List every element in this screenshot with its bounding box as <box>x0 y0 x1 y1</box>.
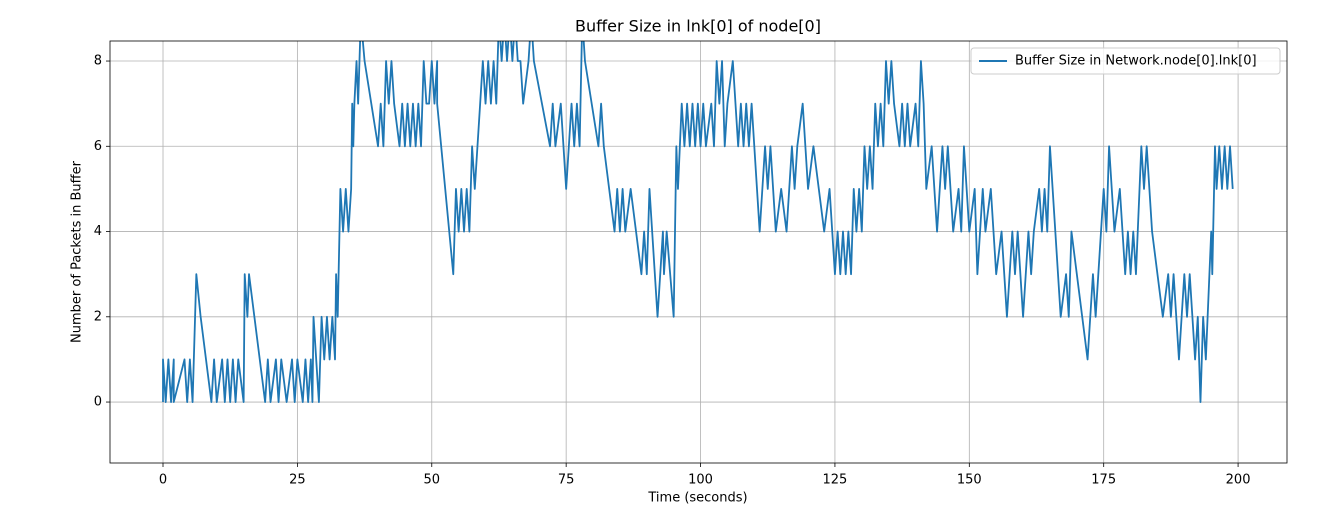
chart-title: Buffer Size in lnk[0] of node[0] <box>575 17 821 36</box>
plot-frame <box>109 40 1288 464</box>
legend-box <box>970 47 1281 75</box>
y-tick-label: 0 <box>94 395 102 410</box>
y-tick-label: 4 <box>94 224 102 239</box>
y-axis-label: Number of Packets in Buffer <box>70 160 85 343</box>
x-tick-label: 100 <box>688 473 713 488</box>
x-tick-label: 175 <box>1091 473 1116 488</box>
plot-area <box>162 41 1234 403</box>
x-tick-label: 0 <box>159 473 167 488</box>
x-tick-label: 200 <box>1226 473 1251 488</box>
legend-label: Buffer Size in Network.node[0].lnk[0] <box>1015 54 1257 69</box>
y-tick-label: 6 <box>94 139 102 154</box>
x-tick-label: 75 <box>558 473 575 488</box>
y-tick-label: 2 <box>94 309 102 324</box>
data-line <box>162 41 1234 403</box>
x-tick-label: 125 <box>823 473 848 488</box>
x-axis-label: Time (seconds) <box>647 491 747 506</box>
x-tick-label: 25 <box>289 473 306 488</box>
y-tick-label: 8 <box>94 54 102 69</box>
x-tick-label: 150 <box>957 473 982 488</box>
x-tick-label: 50 <box>423 473 440 488</box>
